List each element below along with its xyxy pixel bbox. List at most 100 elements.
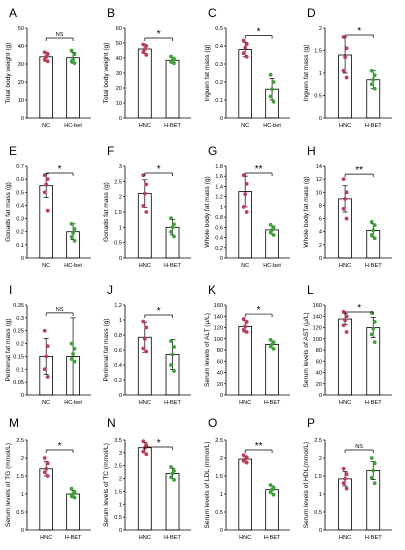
y-axis-label: Serum levels of AST (μ/L) bbox=[303, 312, 310, 387]
significance-label: * bbox=[257, 305, 261, 316]
data-point bbox=[42, 367, 47, 372]
data-point bbox=[72, 52, 77, 56]
data-point bbox=[268, 344, 273, 349]
data-point bbox=[170, 352, 175, 357]
data-point bbox=[341, 68, 346, 73]
panel-letter: E bbox=[9, 144, 17, 158]
y-axis-label: Gonads fat mass (g) bbox=[103, 182, 110, 242]
data-point bbox=[371, 468, 376, 473]
x-tick-label: H-BET bbox=[264, 535, 281, 541]
data-point bbox=[372, 86, 377, 91]
data-point bbox=[244, 54, 249, 59]
y-tick-label: 0.2 bbox=[16, 342, 24, 348]
y-tick-label: 3.5 bbox=[114, 438, 122, 444]
y-axis-label: Total body weight (g) bbox=[5, 43, 12, 104]
bar-hnc bbox=[338, 318, 353, 396]
y-tick-label: 0 bbox=[220, 256, 223, 262]
y-tick-label: 140 bbox=[313, 314, 322, 320]
y-tick-label: 160 bbox=[214, 303, 223, 309]
data-point bbox=[241, 458, 246, 463]
data-point bbox=[45, 461, 50, 466]
data-point bbox=[169, 230, 173, 234]
y-tick-label: 8 bbox=[319, 203, 322, 209]
y-tick-label: 2.5 bbox=[215, 438, 223, 444]
bar-nc bbox=[39, 56, 53, 119]
panel-n: N Serum levels of TC (mmol/L) 0 0.5 1 1.5 2 2.5… bbox=[103, 416, 191, 541]
panel-letter: H bbox=[307, 144, 316, 158]
data-point bbox=[371, 228, 376, 233]
data-point bbox=[144, 44, 149, 48]
data-point bbox=[69, 493, 74, 498]
x-tick-label: H-BET bbox=[264, 400, 281, 406]
bar-h-bet bbox=[66, 493, 80, 531]
x-tick-label: NC bbox=[42, 400, 50, 406]
panel-c: C Inguen fat mass (g) 0 0.1 0.2 0.3 0.4 0.5 NC HC… bbox=[204, 6, 290, 129]
data-point bbox=[241, 173, 246, 178]
data-point bbox=[142, 47, 147, 51]
y-tick-label: 1.4 bbox=[215, 184, 223, 190]
data-point bbox=[169, 465, 173, 469]
data-point bbox=[169, 54, 173, 59]
y-tick-label: 2 bbox=[319, 26, 322, 32]
y-tick-label: 2.5 bbox=[114, 464, 122, 470]
panel-letter: F bbox=[107, 144, 114, 158]
y-tick-label: 1.6 bbox=[215, 174, 223, 180]
y-tick-label: 3 bbox=[119, 164, 122, 170]
data-point bbox=[42, 456, 47, 460]
y-tick-label: 0.25 bbox=[13, 329, 24, 335]
y-tick-label: 10 bbox=[316, 190, 322, 196]
data-point bbox=[244, 181, 249, 186]
data-point bbox=[170, 471, 175, 476]
data-point bbox=[44, 182, 49, 187]
data-point bbox=[172, 234, 176, 239]
y-tick-label: 30 bbox=[116, 71, 122, 77]
data-point bbox=[244, 319, 249, 324]
data-point bbox=[343, 476, 347, 481]
data-point bbox=[72, 495, 77, 500]
panel-letter: G bbox=[208, 144, 217, 158]
y-tick-label: 0.5 bbox=[114, 515, 122, 521]
data-point bbox=[144, 182, 149, 187]
y-tick-label: 0.6 bbox=[16, 177, 24, 183]
bar-hnc bbox=[39, 468, 53, 531]
data-point bbox=[44, 354, 49, 359]
y-axis-label: Serum levels of HDL(mmol/L) bbox=[303, 442, 310, 528]
y-tick-label: 0.5 bbox=[314, 510, 322, 516]
data-point bbox=[69, 357, 74, 361]
y-tick-label: 2 bbox=[119, 477, 122, 483]
y-axis-label: Perirenal fat mass (g) bbox=[5, 318, 12, 381]
y-tick-label: 1.2 bbox=[114, 303, 122, 309]
data-point bbox=[244, 210, 249, 214]
data-point bbox=[244, 42, 249, 47]
data-point bbox=[69, 486, 74, 491]
x-tick-label: HNC bbox=[139, 263, 151, 269]
bar-h-bet bbox=[165, 473, 180, 531]
y-tick-label: 1 bbox=[319, 71, 322, 77]
panel-e: E Gonads fat mass (g) 0 0.1 0.2 0.3 0.4 0.5 0.6 0… bbox=[5, 144, 91, 269]
data-point bbox=[270, 87, 274, 92]
y-tick-label: 0 bbox=[21, 393, 24, 399]
x-tick-label: HC-bet bbox=[64, 263, 82, 269]
y-tick-label: 0.05 bbox=[13, 380, 24, 386]
significance-label: ** bbox=[255, 441, 263, 452]
data-point bbox=[369, 475, 374, 480]
data-point bbox=[142, 336, 147, 341]
x-tick-label: HNC bbox=[139, 535, 151, 541]
y-tick-label: 50 bbox=[18, 26, 24, 32]
y-tick-label: 1 bbox=[119, 502, 122, 508]
data-point bbox=[72, 61, 77, 65]
data-point bbox=[268, 337, 273, 342]
data-point bbox=[42, 50, 47, 55]
data-point bbox=[72, 227, 77, 231]
data-point bbox=[244, 330, 249, 334]
y-tick-label: 0 bbox=[21, 116, 24, 122]
y-tick-label: 0 bbox=[319, 116, 322, 122]
data-point bbox=[69, 235, 74, 239]
y-tick-label: 2.5 bbox=[16, 438, 24, 444]
data-point bbox=[372, 73, 377, 78]
data-point bbox=[241, 317, 246, 321]
y-tick-label: 1.5 bbox=[215, 474, 223, 480]
data-point bbox=[42, 470, 47, 475]
significance-label: * bbox=[157, 438, 161, 449]
